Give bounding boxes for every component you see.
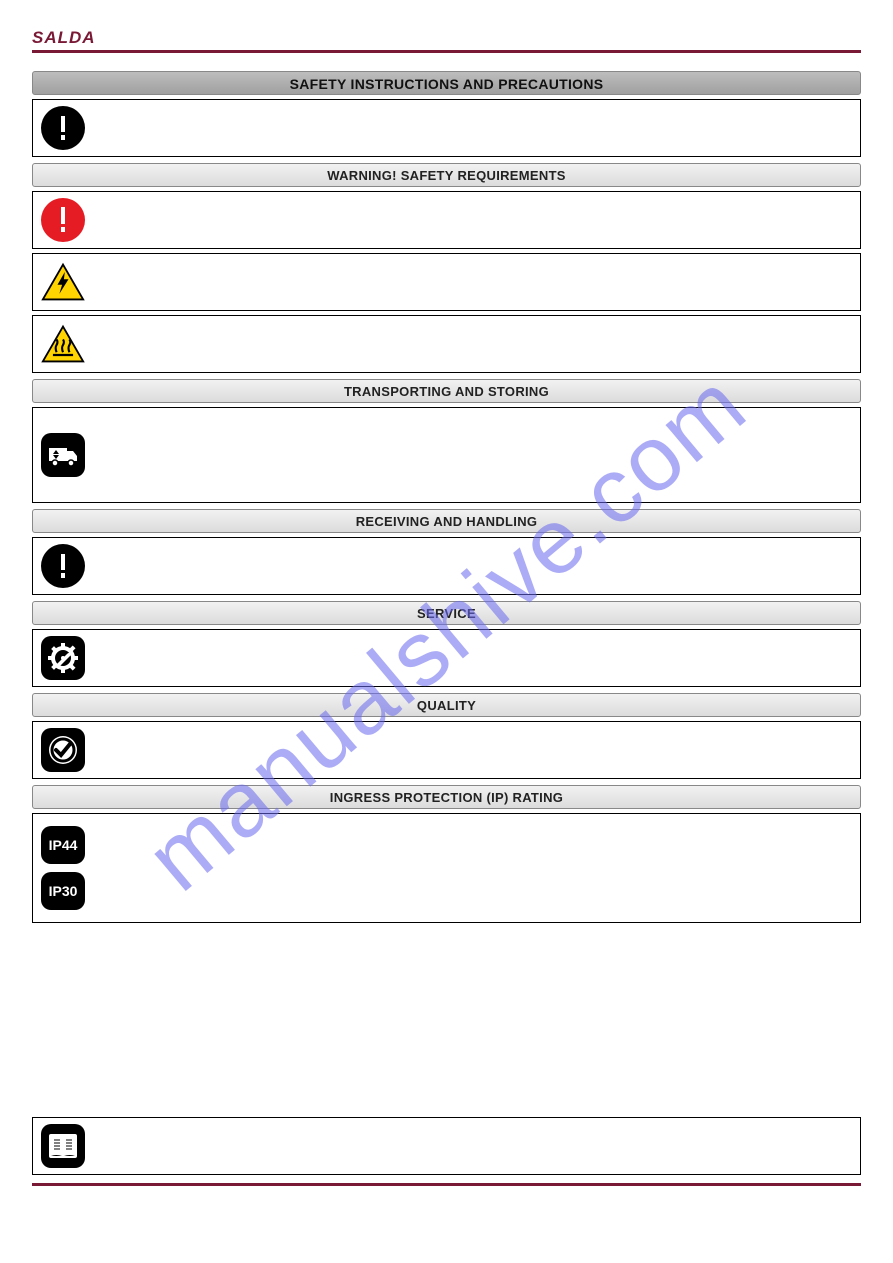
header-transporting: TRANSPORTING AND STORING bbox=[32, 379, 861, 403]
row-receiving bbox=[32, 537, 861, 595]
exclamation-icon bbox=[41, 106, 85, 150]
ip30-badge: IP30 bbox=[41, 872, 85, 910]
row-warning bbox=[32, 191, 861, 249]
spacer bbox=[32, 927, 861, 1117]
brand-logo: SALDA bbox=[32, 28, 861, 53]
ip44-badge: IP44 bbox=[41, 826, 85, 864]
exclamation-icon bbox=[41, 544, 85, 588]
hot-surface-icon bbox=[41, 322, 85, 366]
header-warning-safety: WARNING! SAFETY REQUIREMENTS bbox=[32, 163, 861, 187]
row-safety-note bbox=[32, 99, 861, 157]
header-service: SERVICE bbox=[32, 601, 861, 625]
header-quality: QUALITY bbox=[32, 693, 861, 717]
row-hot-surface bbox=[32, 315, 861, 373]
truck-icon bbox=[41, 433, 85, 477]
checkmark-icon bbox=[41, 728, 85, 772]
row-quality bbox=[32, 721, 861, 779]
row-electrical-hazard bbox=[32, 253, 861, 311]
manual-book-icon bbox=[41, 1124, 85, 1168]
header-receiving: RECEIVING AND HANDLING bbox=[32, 509, 861, 533]
gear-wrench-icon bbox=[41, 636, 85, 680]
electrical-hazard-icon bbox=[41, 260, 85, 304]
header-ip-rating: INGRESS PROTECTION (IP) RATING bbox=[32, 785, 861, 809]
row-manual bbox=[32, 1117, 861, 1175]
row-ip-rating: IP44 IP30 bbox=[32, 813, 861, 923]
row-transporting bbox=[32, 407, 861, 503]
page-container: SALDA SAFETY INSTRUCTIONS AND PRECAUTION… bbox=[0, 0, 893, 1206]
warning-exclamation-icon bbox=[41, 198, 85, 242]
header-safety-instructions: SAFETY INSTRUCTIONS AND PRECAUTIONS bbox=[32, 71, 861, 95]
footer-rule bbox=[32, 1183, 861, 1186]
row-service bbox=[32, 629, 861, 687]
